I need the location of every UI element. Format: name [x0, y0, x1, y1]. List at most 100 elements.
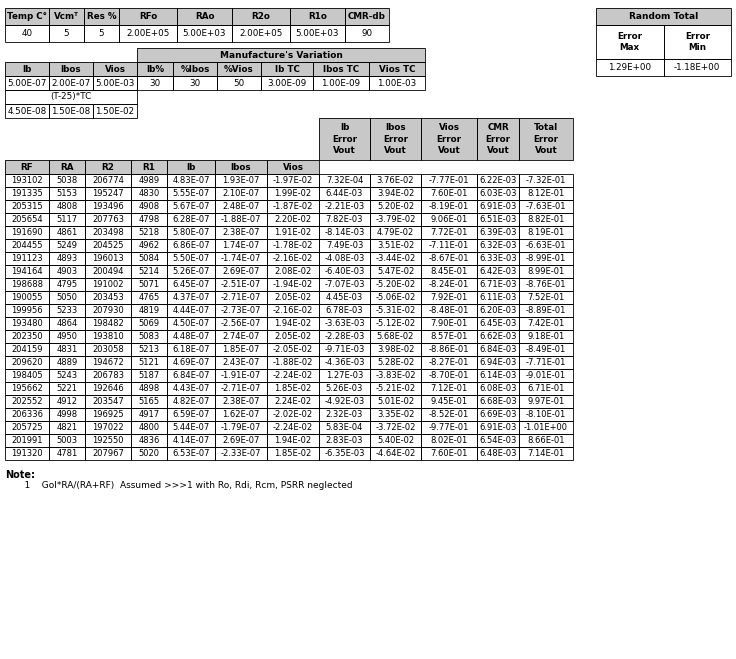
Bar: [596, 8, 731, 25]
Text: 5050: 5050: [57, 293, 77, 302]
Text: 4798: 4798: [138, 215, 160, 224]
Text: 195247: 195247: [92, 189, 124, 198]
Text: Ibos: Ibos: [60, 65, 81, 74]
Bar: [319, 369, 370, 382]
Bar: [596, 8, 731, 25]
Text: -8.48E-01: -8.48E-01: [429, 306, 469, 315]
Bar: [49, 356, 85, 369]
Bar: [5, 369, 49, 382]
Text: 196013: 196013: [92, 254, 124, 263]
Text: 5: 5: [99, 29, 105, 38]
Text: 9.06E-01: 9.06E-01: [431, 215, 467, 224]
Text: 5.50E-07: 5.50E-07: [172, 254, 210, 263]
Text: 40: 40: [21, 29, 32, 38]
Text: 5.00E-07: 5.00E-07: [7, 78, 46, 88]
Bar: [131, 200, 167, 213]
Text: 5121: 5121: [138, 358, 160, 367]
Bar: [370, 356, 421, 369]
Bar: [319, 330, 370, 343]
Bar: [5, 421, 49, 434]
Bar: [85, 317, 131, 330]
Bar: [519, 343, 573, 356]
Text: 6.91E-03: 6.91E-03: [479, 202, 517, 211]
Bar: [173, 62, 217, 76]
Text: 5.20E-02: 5.20E-02: [377, 202, 414, 211]
Text: Note:: Note:: [5, 470, 35, 480]
Bar: [93, 62, 137, 76]
Bar: [267, 160, 319, 174]
Text: 3.00E-09: 3.00E-09: [267, 78, 307, 88]
Text: -1.01E+00: -1.01E+00: [524, 423, 568, 432]
Text: -2.16E-02: -2.16E-02: [273, 254, 313, 263]
Bar: [85, 278, 131, 291]
Bar: [167, 343, 215, 356]
Bar: [215, 356, 267, 369]
Text: 2.38E-07: 2.38E-07: [222, 397, 260, 406]
Text: 5.01E-02: 5.01E-02: [377, 397, 414, 406]
Bar: [167, 160, 215, 174]
Bar: [85, 291, 131, 304]
Text: 6.62E-03: 6.62E-03: [479, 332, 517, 341]
Text: 4.48E-07: 4.48E-07: [172, 332, 210, 341]
Text: 6.71E-03: 6.71E-03: [479, 280, 517, 289]
Text: 209620: 209620: [11, 358, 43, 367]
Bar: [319, 278, 370, 291]
Bar: [49, 76, 93, 90]
Bar: [370, 118, 421, 160]
Bar: [370, 174, 421, 187]
Bar: [319, 226, 370, 239]
Text: 5.40E-02: 5.40E-02: [377, 436, 414, 445]
Text: 50: 50: [233, 78, 244, 88]
Text: Vios TC: Vios TC: [379, 65, 415, 74]
Text: 6.54E-03: 6.54E-03: [479, 436, 517, 445]
Bar: [5, 304, 49, 317]
Text: -1.87E-02: -1.87E-02: [273, 202, 314, 211]
Bar: [477, 434, 519, 447]
Text: 4831: 4831: [57, 345, 77, 354]
Bar: [49, 343, 85, 356]
Text: 5069: 5069: [138, 319, 160, 328]
Text: 1.94E-02: 1.94E-02: [275, 319, 311, 328]
Bar: [49, 160, 85, 174]
Text: 6.45E-03: 6.45E-03: [479, 319, 517, 328]
Bar: [167, 226, 215, 239]
Text: 195662: 195662: [11, 384, 43, 393]
Text: 4.69E-07: 4.69E-07: [172, 358, 210, 367]
Bar: [137, 48, 425, 62]
Bar: [519, 118, 573, 160]
Bar: [319, 395, 370, 408]
Bar: [477, 174, 519, 187]
Text: -2.05E-02: -2.05E-02: [273, 345, 313, 354]
Bar: [49, 330, 85, 343]
Text: 204525: 204525: [92, 241, 124, 250]
Bar: [421, 434, 477, 447]
Text: 1.29E+00: 1.29E+00: [608, 63, 651, 72]
Bar: [313, 62, 369, 76]
Text: 192550: 192550: [92, 436, 124, 445]
Bar: [519, 226, 573, 239]
Bar: [319, 408, 370, 421]
Bar: [215, 187, 267, 200]
Bar: [421, 369, 477, 382]
Text: 1.50E-02: 1.50E-02: [96, 107, 135, 115]
Bar: [217, 62, 261, 76]
Text: 4903: 4903: [57, 267, 77, 276]
Bar: [5, 174, 49, 187]
Text: 1.74E-07: 1.74E-07: [222, 241, 260, 250]
Bar: [5, 8, 49, 25]
Bar: [137, 76, 173, 90]
Text: -8.89E-01: -8.89E-01: [526, 306, 566, 315]
Bar: [519, 317, 573, 330]
Bar: [319, 239, 370, 252]
Text: 196925: 196925: [92, 410, 124, 419]
Bar: [215, 434, 267, 447]
Text: -9.77E-01: -9.77E-01: [429, 423, 469, 432]
Bar: [49, 447, 85, 460]
Text: -2.28E-03: -2.28E-03: [325, 332, 364, 341]
Bar: [477, 395, 519, 408]
Bar: [167, 395, 215, 408]
Bar: [137, 62, 173, 76]
Text: 7.92E-01: 7.92E-01: [431, 293, 467, 302]
Text: 6.28E-07: 6.28E-07: [172, 215, 210, 224]
Text: 5.55E-07: 5.55E-07: [172, 189, 210, 198]
